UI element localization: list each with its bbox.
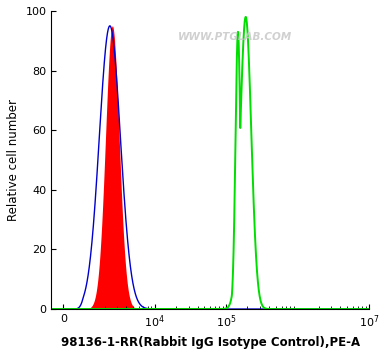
X-axis label: 98136-1-RR(Rabbit IgG Isotype Control),PE-A: 98136-1-RR(Rabbit IgG Isotype Control),P… <box>61 336 360 349</box>
Text: WWW.PTGLAB.COM: WWW.PTGLAB.COM <box>178 32 293 42</box>
Y-axis label: Relative cell number: Relative cell number <box>7 99 20 221</box>
